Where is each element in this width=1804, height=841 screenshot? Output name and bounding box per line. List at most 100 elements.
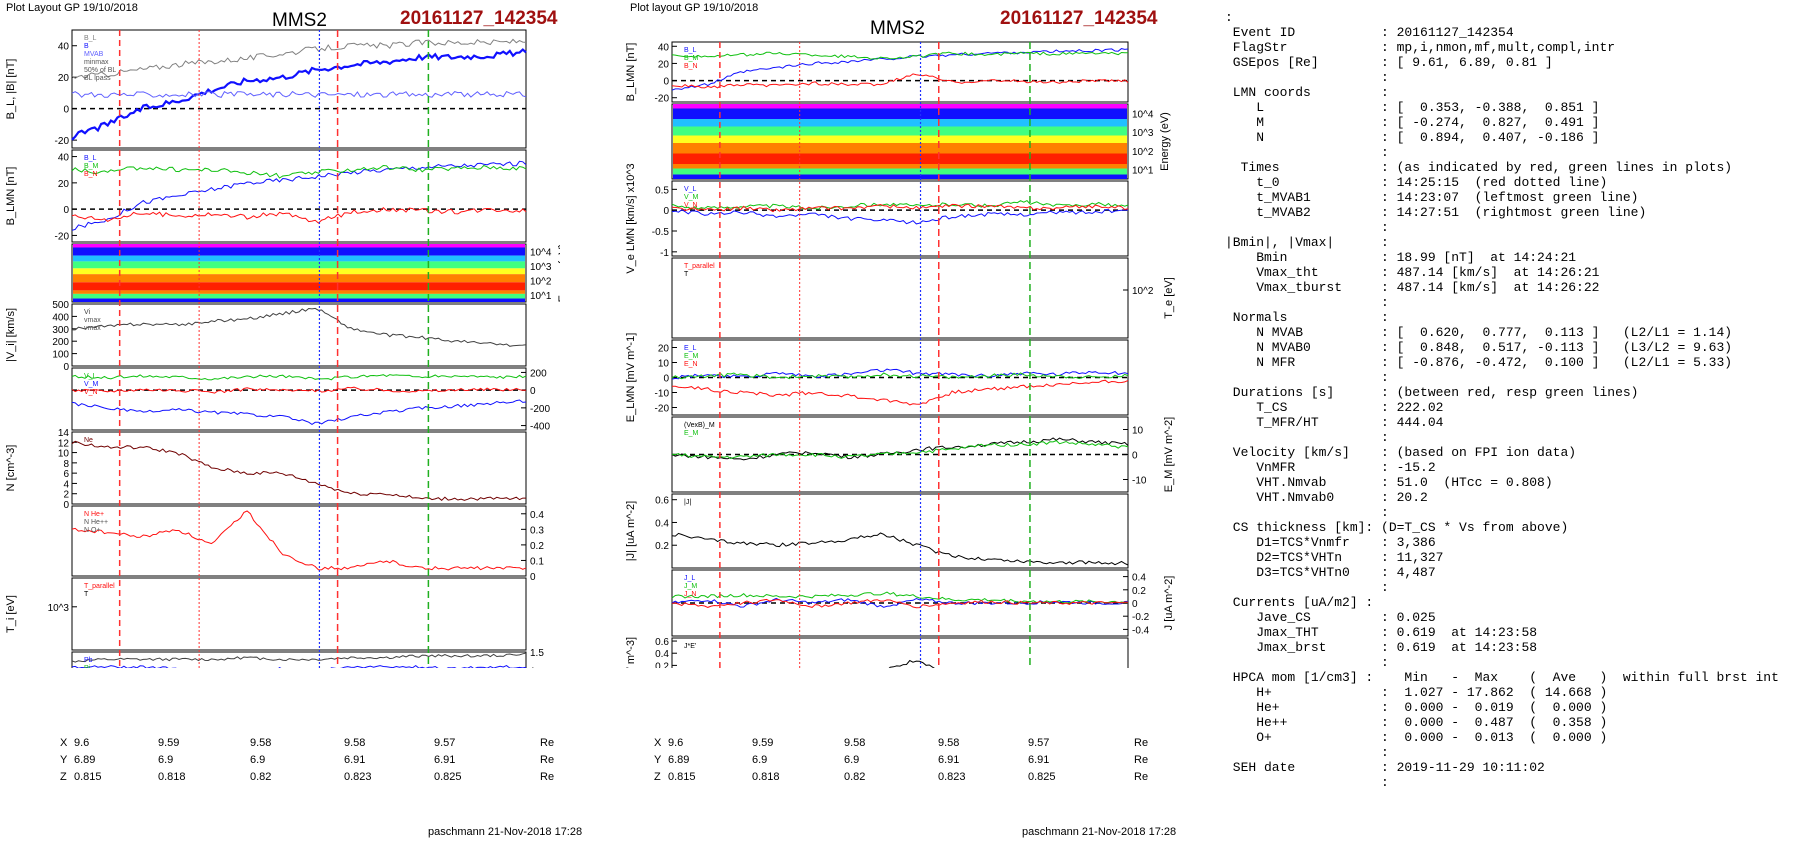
panel-8: 00.511.5PbPiPtP [nPa] bbox=[71, 648, 544, 668]
legend-entry: J*E' bbox=[684, 643, 696, 650]
panel-frame bbox=[71, 367, 527, 431]
info-line: : bbox=[1381, 430, 1389, 445]
info-line: t_MVAB2 : 14:27:51 (rightmost green line… bbox=[1256, 205, 1647, 220]
info-line: N MVAB0 : [ 0.848, 0.517, -0.113 ] (L3/L… bbox=[1256, 340, 1733, 355]
info-line: Jmax_THT : 0.619 at 14:23:58 bbox=[1256, 625, 1538, 640]
spectrogram-band bbox=[673, 119, 1127, 127]
spectrogram-band bbox=[73, 282, 525, 291]
tick-label: 40 bbox=[58, 42, 70, 53]
left-spacecraft-title: MMS2 bbox=[272, 10, 327, 31]
panel-8: -0.4-0.200.20.40.6J*E'J*E' [nW m^-3] bbox=[625, 637, 1129, 668]
legend-entry: J_L bbox=[684, 575, 695, 582]
series-line bbox=[888, 659, 935, 668]
info-line: D2=TCS*VHTn : 11,327 bbox=[1256, 550, 1444, 565]
series-line bbox=[671, 48, 1129, 91]
right-event-id: 20161127_142354 bbox=[1000, 8, 1158, 29]
tick-label: 2 bbox=[63, 490, 69, 501]
position-value: 9.58 bbox=[938, 737, 960, 749]
position-unit: Re bbox=[540, 737, 555, 749]
tick-label: -0.4 bbox=[1132, 625, 1150, 636]
tick-label: 0 bbox=[530, 386, 536, 397]
spectrogram-band bbox=[673, 108, 1127, 119]
panel-frame bbox=[671, 41, 1129, 103]
tick-label: 40 bbox=[658, 42, 670, 53]
tick-label: 0.2 bbox=[530, 541, 544, 552]
info-line: N MFR : [ -0.876, -0.472, 0.100 ] (L2/L1… bbox=[1256, 355, 1733, 370]
left-footer: paschmann 21-Nov-2018 17:28 bbox=[428, 826, 583, 838]
panel-frame bbox=[671, 257, 1129, 339]
legend-entry: V_L bbox=[84, 373, 97, 380]
tick-label: 10 bbox=[1132, 426, 1144, 437]
tick-label: 20 bbox=[658, 344, 670, 355]
tick-label: 1.5 bbox=[530, 648, 544, 659]
series-line bbox=[71, 90, 527, 98]
tick-label: -400 bbox=[530, 422, 550, 433]
info-line: O+ : 0.000 - 0.013 ( 0.000 ) bbox=[1256, 730, 1608, 745]
info-line: SEH date : 2019-11-29 10:11:02 bbox=[1232, 760, 1545, 775]
info-line: Jmax_brst : 0.619 at 14:23:58 bbox=[1256, 640, 1538, 655]
tick-label: 0 bbox=[1132, 451, 1138, 462]
info-line: L : [ 0.353, -0.388, 0.851 ] bbox=[1256, 100, 1600, 115]
info-line: : bbox=[1381, 580, 1389, 595]
axis-label: |V_i| [km/s] bbox=[5, 308, 17, 362]
tick-label: 10^3 bbox=[530, 262, 552, 273]
info-line: M : [ -0.274, 0.827, 0.491 ] bbox=[1256, 115, 1600, 130]
axis-label: J [uA m^-2] bbox=[1163, 576, 1175, 631]
legend-entry: B_L bbox=[84, 35, 97, 42]
panel-frame bbox=[71, 505, 527, 577]
panel-2: -1 -0.5 0 0.5 V_LV_MV_N V_e LMN [km/s] x10^3 bbox=[625, 163, 1129, 274]
info-line: Normals : bbox=[1232, 310, 1389, 325]
right-spacecraft-title: MMS2 bbox=[870, 18, 925, 39]
series-line bbox=[71, 160, 527, 231]
position-value: 6.89 bbox=[74, 754, 96, 766]
info-line: Vmax_tht : 487.14 [km/s] at 14:26:21 bbox=[1256, 265, 1600, 280]
legend-entry: Ne bbox=[84, 437, 93, 444]
tick-label: 0 bbox=[63, 105, 69, 116]
spectrogram-band bbox=[673, 164, 1127, 169]
position-value: 0.815 bbox=[74, 771, 102, 783]
panel-frame bbox=[71, 651, 527, 668]
tick-label: 14 bbox=[58, 428, 70, 439]
info-line: Currents [uA/m2] : bbox=[1232, 595, 1374, 610]
panel-6: 0.2 0.4 0.6 |J| |J| [uA m^-2] bbox=[625, 493, 1129, 569]
info-line: : bbox=[1381, 370, 1389, 385]
info-line: : bbox=[1381, 70, 1389, 85]
position-unit: Re bbox=[540, 771, 555, 783]
tick-label: 10^1 bbox=[530, 291, 552, 302]
legend-entry: N He++ bbox=[84, 519, 108, 526]
legend-entry: vmax bbox=[84, 325, 101, 332]
position-value: 9.6 bbox=[668, 737, 684, 749]
position-value: 0.82 bbox=[250, 771, 272, 783]
tick-label: -0.2 bbox=[1132, 612, 1150, 623]
series-line bbox=[72, 307, 527, 347]
panel-frame bbox=[671, 637, 1129, 668]
tick-label: 0 bbox=[63, 362, 69, 373]
tick-label: 0.1 bbox=[530, 556, 544, 567]
panel-frame bbox=[671, 180, 1129, 257]
info-line: : bbox=[1225, 10, 1233, 25]
position-value: 0.823 bbox=[344, 771, 372, 783]
left-position-table: X 9.6 9.59 9.58 9.58 9.57 Re Y 6.89 6.9 … bbox=[60, 737, 580, 797]
legend-entry: N O+ bbox=[84, 527, 101, 534]
panel-frame bbox=[71, 431, 527, 505]
axis-label: Energy (eV) bbox=[557, 244, 560, 303]
tick-label: -1 bbox=[660, 248, 669, 259]
legend-entry: Pb bbox=[84, 657, 93, 664]
tick-label: 0.2 bbox=[655, 661, 669, 668]
position-value: 6.9 bbox=[158, 754, 174, 766]
legend-entry: B_N bbox=[84, 171, 98, 178]
tick-label: 0.5 bbox=[655, 185, 669, 196]
spectrogram-band bbox=[673, 168, 1127, 175]
info-line: Velocity [km/s] : (based on FPI ion data… bbox=[1232, 445, 1577, 460]
legend-entry: (VexB)_M bbox=[684, 422, 715, 429]
panel-1: -20 0 20 40 B_LB_MB_N B_LMN [nT] bbox=[5, 149, 527, 243]
tick-label: -0.5 bbox=[652, 227, 670, 238]
panel-frame bbox=[71, 29, 527, 149]
info-line: : bbox=[1381, 220, 1389, 235]
axis-label: J*E' [nW m^-3] bbox=[625, 637, 637, 668]
legend-entry: V_M bbox=[84, 381, 99, 388]
series-line bbox=[671, 591, 1129, 604]
info-line: CS thickness [km]: (D=T_CS * Vs from abo… bbox=[1232, 520, 1569, 535]
axis-label: V_e LMN [km/s] x10^3 bbox=[625, 163, 637, 273]
